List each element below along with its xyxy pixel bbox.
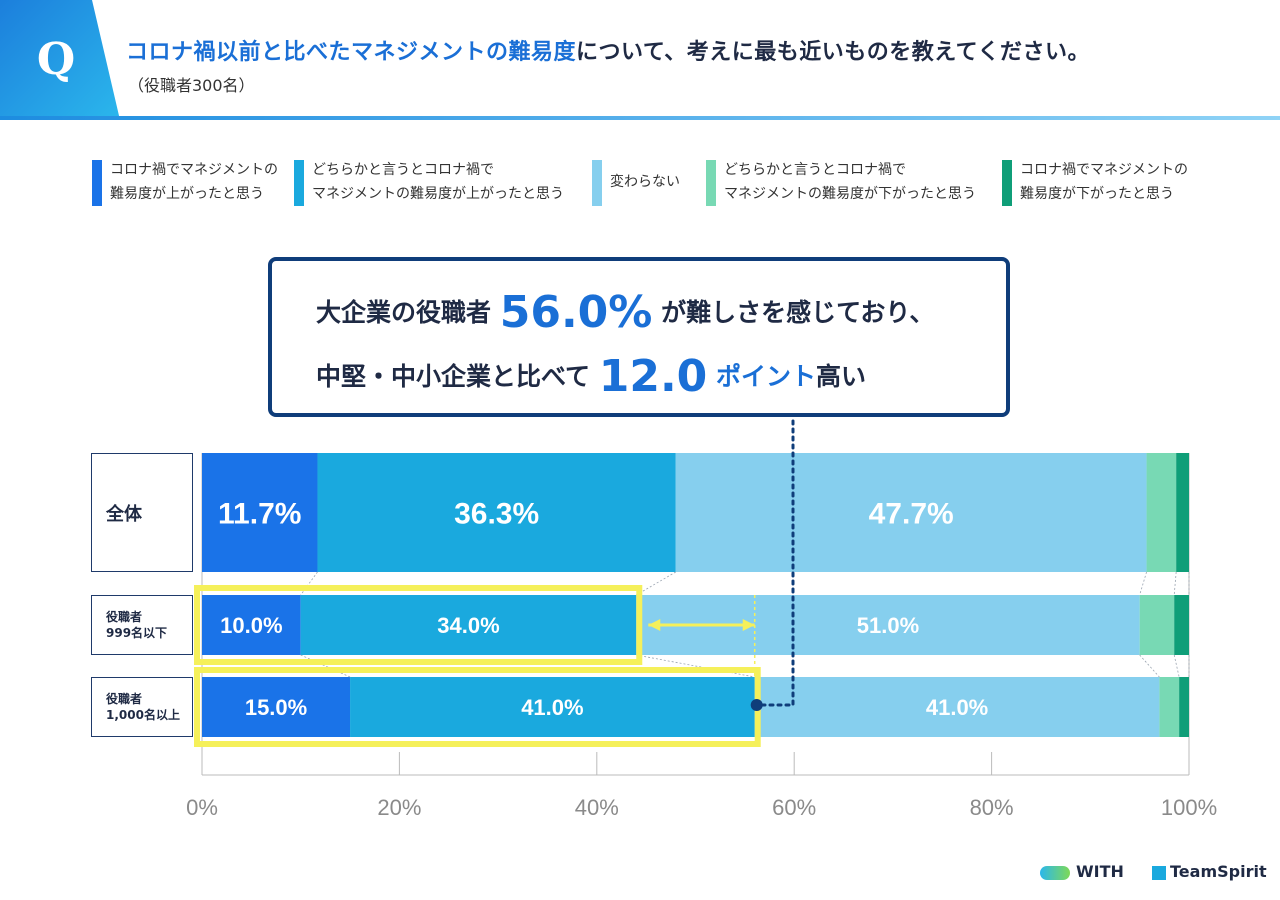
legend-swatch (294, 160, 304, 206)
bar-value-label: 34.0% (437, 613, 499, 638)
callout-line-2: 中堅・中小企業と比べて 12.0 ポイント高い (316, 351, 867, 402)
q-letter: Q (36, 34, 76, 85)
question-title-highlight: コロナ禍以前と比べたマネジメントの難易度 (126, 40, 577, 65)
teamspirit-logo-icon (1152, 865, 1166, 880)
connector-line (300, 571, 318, 596)
bar-segment (202, 595, 301, 655)
bar-segment (350, 677, 755, 737)
x-tick-label: 60% (772, 795, 816, 820)
bar-value-label: 47.7% (869, 497, 954, 530)
bar-segment (202, 677, 351, 737)
bar-value-label: 51.0% (857, 613, 919, 638)
callout-value-12: 12.0 (598, 351, 708, 402)
bar-value-label: 41.0% (926, 695, 988, 720)
bar-segment (1139, 595, 1175, 655)
x-tick-label: 80% (970, 795, 1014, 820)
callout-leader-dot (750, 699, 763, 711)
connector-line (1139, 654, 1160, 678)
connector-line (1173, 654, 1180, 678)
brand-teamspirit: TeamSpirit (1152, 862, 1267, 881)
legend-swatch (592, 160, 602, 206)
bar-value-label: 11.7% (218, 497, 301, 530)
row-label-large: 役職者 1,000名以上 (91, 677, 193, 737)
x-tick-label: 100% (1161, 795, 1217, 820)
header: Q コロナ禍以前と比べたマネジメントの難易度について、考えに最も近いものを教えて… (0, 0, 1280, 120)
legend-swatch (706, 160, 716, 206)
connector-line (636, 654, 755, 678)
question-title: コロナ禍以前と比べたマネジメントの難易度について、考えに最も近いものを教えてくだ… (126, 34, 1090, 66)
with-logo-icon (1040, 865, 1070, 880)
x-tick-label: 20% (377, 795, 421, 820)
bar-segment (1176, 453, 1189, 572)
bar-value-label: 10.0% (220, 613, 282, 638)
legend-label: どちらかと言うとコロナ禍で マネジメントの難易度が上がったと思う (312, 162, 564, 202)
header-divider (0, 116, 1280, 120)
connector-line (1139, 571, 1147, 596)
bar-segment (317, 453, 676, 572)
bar-value-label: 41.0% (521, 695, 583, 720)
brand-with: WITH (1040, 862, 1124, 881)
legend-label: 変わらない (610, 174, 680, 190)
row-label-small: 役職者 999名以下 (91, 595, 193, 655)
legend-swatch (1002, 160, 1012, 206)
legend-swatch (92, 160, 102, 206)
callout-value-56: 56.0% (499, 287, 653, 338)
highlight-frame (194, 585, 643, 665)
difference-arrow-head-right (742, 619, 755, 631)
bar-segment (675, 453, 1147, 572)
x-tick-label: 0% (186, 795, 218, 820)
question-subtitle: （役職者300名） (128, 76, 255, 95)
bar-segment (1159, 677, 1180, 737)
callout-line-1: 大企業の役職者 56.0% が難しさを感じており、 (316, 287, 935, 338)
difference-arrow-head-left (648, 619, 661, 631)
bar-segment (1179, 677, 1189, 737)
bar-segment (202, 453, 318, 572)
connector-line (1173, 571, 1177, 596)
row-label-all: 全体 (91, 453, 193, 572)
bar-segment (300, 595, 637, 655)
callout-box: 大企業の役職者 56.0% が難しさを感じており、 中堅・中小企業と比べて 12… (268, 257, 1010, 417)
bar-value-label: 15.0% (245, 695, 307, 720)
callout-leader-line (755, 419, 795, 707)
question-title-rest: について、考えに最も近いものを教えてください。 (576, 40, 1090, 65)
bar-segment (1146, 453, 1177, 572)
legend-label: コロナ禍でマネジメントの 難易度が下がったと思う (1020, 162, 1188, 202)
q-badge (0, 0, 120, 120)
bar-segment (754, 677, 1160, 737)
bar-value-label: 36.3% (454, 497, 539, 530)
x-tick-label: 40% (575, 795, 619, 820)
legend-label: コロナ禍でマネジメントの 難易度が上がったと思う (110, 162, 278, 202)
legend-label: どちらかと言うとコロナ禍で マネジメントの難易度が下がったと思う (724, 162, 976, 202)
bar-segment (1174, 595, 1189, 655)
connector-line (300, 654, 351, 678)
